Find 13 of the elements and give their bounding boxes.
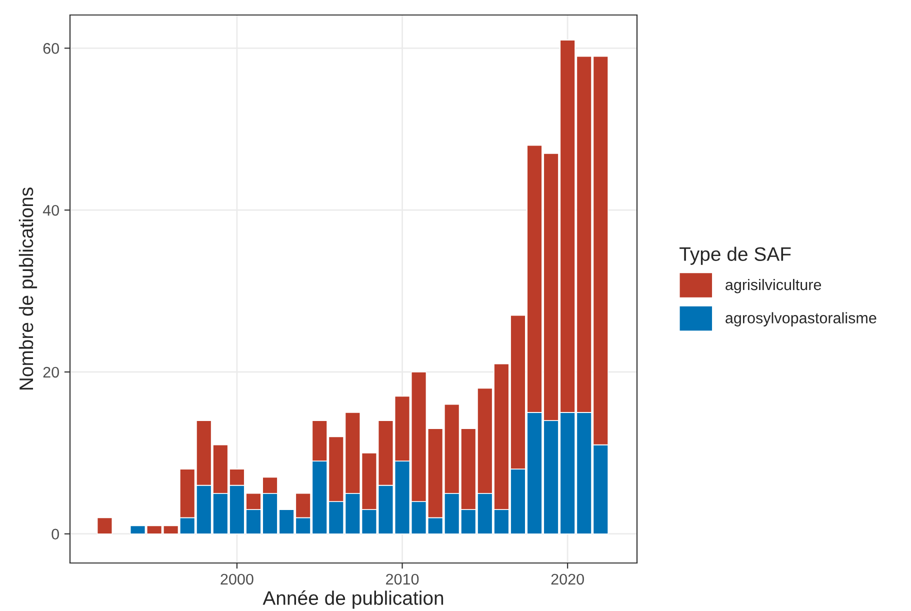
y-tick-label: 0 [52, 528, 59, 540]
legend-label: agrosylvopastoralisme [726, 312, 876, 326]
y-tick-label: 20 [43, 366, 59, 378]
y-tick-label: 40 [42, 204, 59, 216]
x-axis-title: Année de publication [262, 590, 444, 609]
legend-title: Type de SAF [680, 246, 791, 265]
y-tick-label: 60 [43, 43, 59, 54]
x-tick-label: 2020 [551, 574, 584, 585]
y-axis-title: Nombre de publications [18, 188, 38, 390]
x-tick-label: 2010 [386, 574, 419, 585]
bar [96, 517, 113, 534]
x-tick-label: 2000 [220, 574, 254, 585]
legend-label: agrisilviculture [726, 278, 822, 294]
